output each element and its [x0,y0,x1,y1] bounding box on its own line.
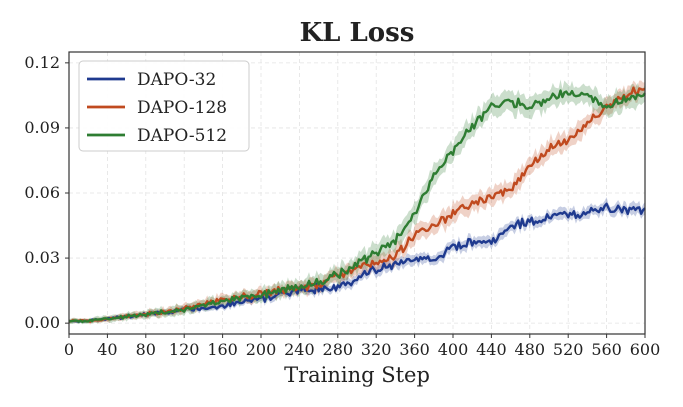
x-axis-label: Training Step [284,363,430,387]
y-axis-ticks: 0.00 0.03 0.06 0.09 0.12 [24,53,69,332]
series-line-2 [68,89,646,324]
x-tick-label: 0 [64,340,74,359]
x-tick-label: 240 [284,340,315,359]
x-tick-label: 440 [476,340,507,359]
x-tick-label: 280 [323,340,354,359]
series-band-2 [69,79,645,325]
x-tick-label: 80 [136,340,156,359]
x-tick-label: 360 [399,340,430,359]
legend-box [78,60,250,152]
series-band-1 [69,80,645,325]
legend: DAPO-32 DAPO-128 DAPO-512 [78,60,250,152]
y-tick-label: 0.03 [24,248,60,267]
x-axis-ticks: 0 40 80 120 160 200 240 280 320 360 400 440 480 520 56… [64,334,660,359]
y-tick-label: 0.06 [24,183,60,202]
x-tick-label: 560 [591,340,622,359]
y-tick-label: 0.00 [24,313,60,332]
x-tick-label: 160 [207,340,238,359]
legend-label: DAPO-128 [137,98,227,118]
series-lines [68,86,646,324]
x-tick-label: 400 [438,340,469,359]
chart-title: KL Loss [300,18,415,48]
y-tick-label: 0.12 [24,53,60,72]
confidence-bands [69,79,645,325]
x-tick-label: 320 [361,340,392,359]
x-tick-label: 480 [515,340,546,359]
legend-label: DAPO-32 [137,70,216,90]
legend-label: DAPO-512 [137,126,227,146]
series-band-0 [69,197,645,324]
x-tick-label: 600 [630,340,661,359]
x-tick-label: 40 [97,340,117,359]
x-tick-label: 120 [169,340,200,359]
x-tick-label: 200 [246,340,277,359]
x-tick-label: 520 [553,340,584,359]
y-tick-label: 0.09 [24,118,60,137]
